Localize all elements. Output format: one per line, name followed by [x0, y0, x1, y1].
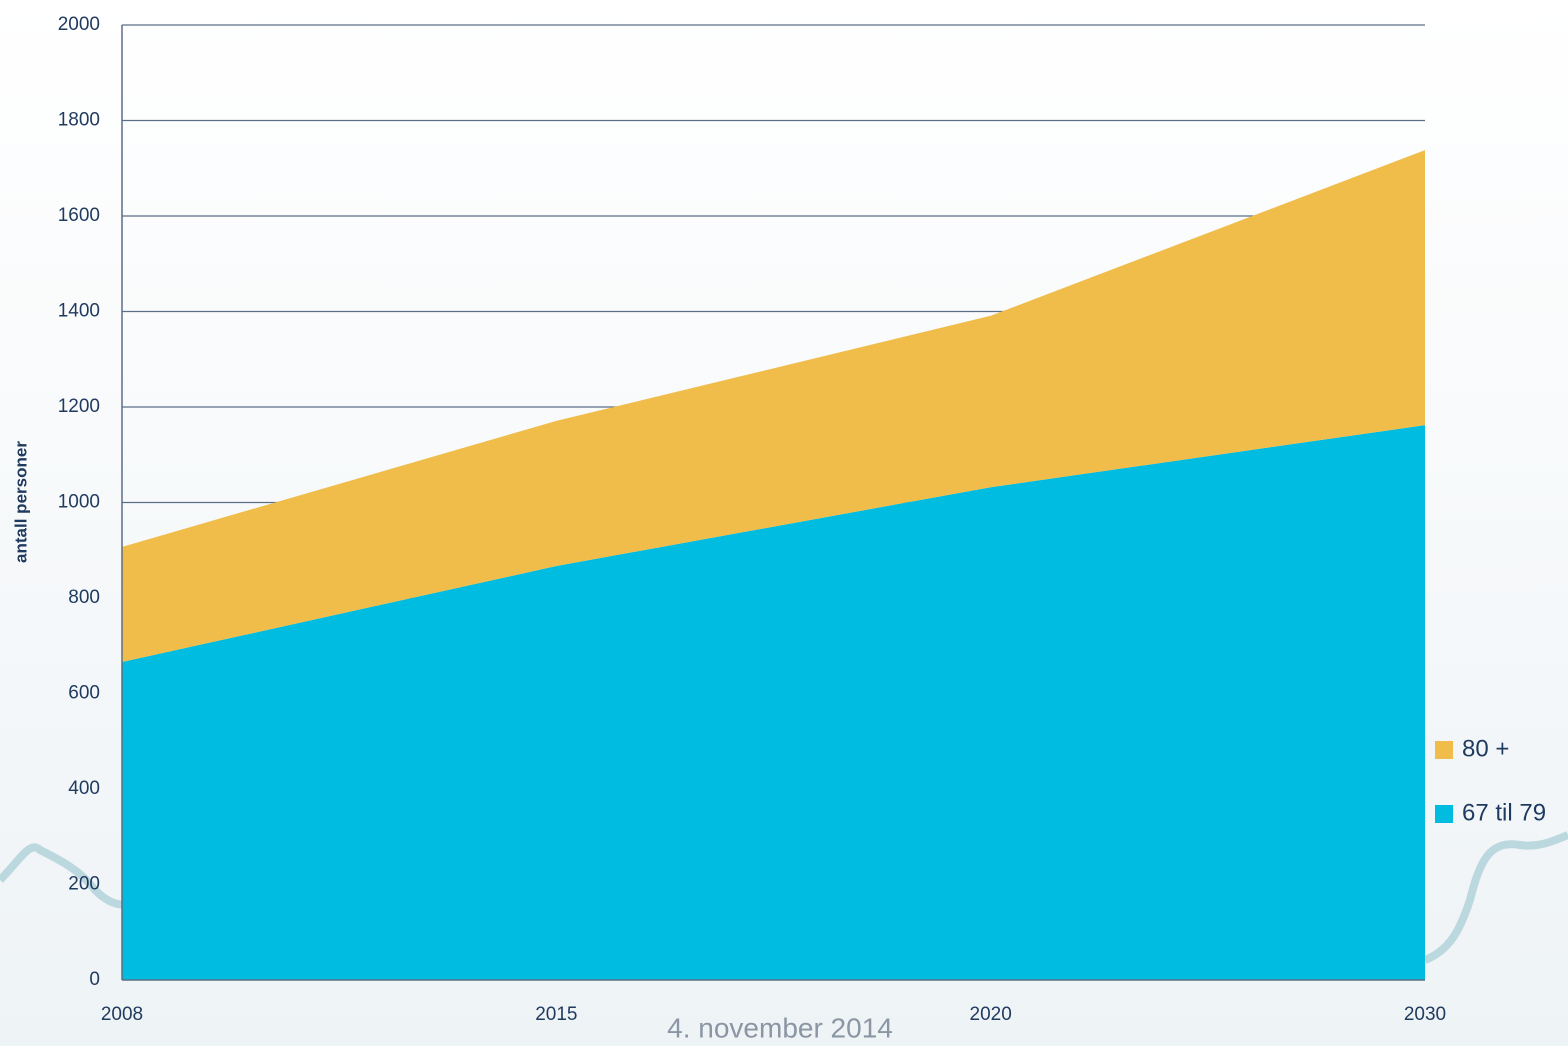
y-tick-label: 1400 [58, 301, 100, 322]
legend-swatch [1435, 741, 1453, 759]
x-tick-label: 2020 [970, 1004, 1012, 1025]
legend-label: 67 til 79 [1462, 799, 1546, 826]
y-tick-label: 600 [68, 683, 100, 704]
y-axis-label: antall personer [11, 441, 30, 563]
y-tick-label: 400 [68, 778, 100, 799]
x-tick-label: 2015 [535, 1004, 577, 1025]
footer: 4. november 2014 [667, 1012, 893, 1043]
y-tick-label: 1800 [58, 110, 100, 131]
y-tick-label: 800 [68, 587, 100, 608]
decoration [0, 843, 131, 909]
x-tick-label: 2008 [101, 1004, 143, 1025]
legend-swatch [1435, 805, 1453, 823]
y-tick-label: 1600 [58, 205, 100, 226]
x-tick-label: 2030 [1404, 1004, 1446, 1025]
legend-label: 80 + [1462, 735, 1509, 762]
y-tick-label: 1000 [58, 492, 100, 513]
decoration [1423, 831, 1568, 964]
area [122, 425, 1425, 980]
y-tick-label: 1200 [58, 396, 100, 417]
y-tick-label: 0 [89, 969, 100, 990]
area [122, 150, 1425, 662]
y-tick-label: 200 [68, 874, 100, 895]
areas [122, 150, 1425, 980]
y-tick-label: 2000 [58, 14, 100, 35]
